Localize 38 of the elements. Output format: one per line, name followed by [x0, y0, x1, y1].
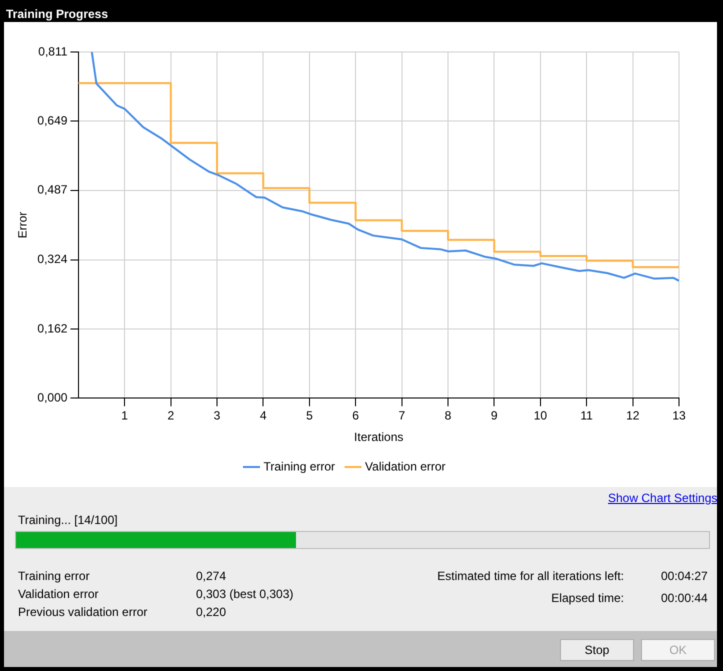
text: Previous validation error: [18, 605, 148, 619]
x-tick-label: 9: [490, 408, 498, 423]
text: 00:00:44: [661, 591, 708, 605]
text: Show Chart Settings: [608, 491, 718, 505]
x-tick-label: 4: [260, 408, 267, 423]
x-axis-title: Iterations: [354, 430, 404, 444]
x-tick-label: 6: [352, 408, 360, 423]
y-tick-label: 0,649: [37, 113, 68, 128]
text: Elapsed time:: [551, 591, 624, 605]
text: Estimated time for all iterations left:: [437, 569, 624, 583]
y-tick-label: 0,324: [37, 252, 68, 266]
x-tick-label: 3: [214, 408, 221, 423]
text: Validation error: [18, 587, 98, 601]
x-tick-label: 7: [398, 408, 406, 423]
legend-label: Training error: [263, 459, 336, 474]
x-tick-label: 13: [672, 408, 686, 423]
text: Stop: [560, 639, 634, 661]
text: Training error: [18, 569, 90, 583]
text: 0,303 (best 0,303): [196, 587, 294, 601]
text: OK: [641, 639, 715, 661]
x-tick-label: 1: [121, 408, 128, 423]
x-tick-label: 12: [626, 408, 640, 423]
x-tick-label: 10: [534, 408, 548, 423]
x-tick-label: 8: [444, 408, 452, 423]
y-tick-label: 0,162: [37, 321, 68, 336]
legend-label: Validation error: [365, 459, 446, 474]
text: 00:04:27: [661, 569, 708, 583]
text: 0,274: [196, 569, 226, 583]
y-tick-label: 0,000: [37, 390, 68, 405]
x-tick-label: 11: [580, 408, 594, 423]
y-axis-title: Error: [16, 212, 30, 238]
y-tick-label: 0,811: [38, 44, 68, 58]
x-tick-label: 2: [167, 408, 174, 423]
text: Training... [14/100]: [18, 513, 118, 527]
text: 0,220: [196, 605, 226, 619]
y-tick-label: 0,487: [37, 182, 68, 197]
x-tick-label: 5: [306, 408, 314, 423]
chart-title: Training Progress: [6, 7, 108, 21]
